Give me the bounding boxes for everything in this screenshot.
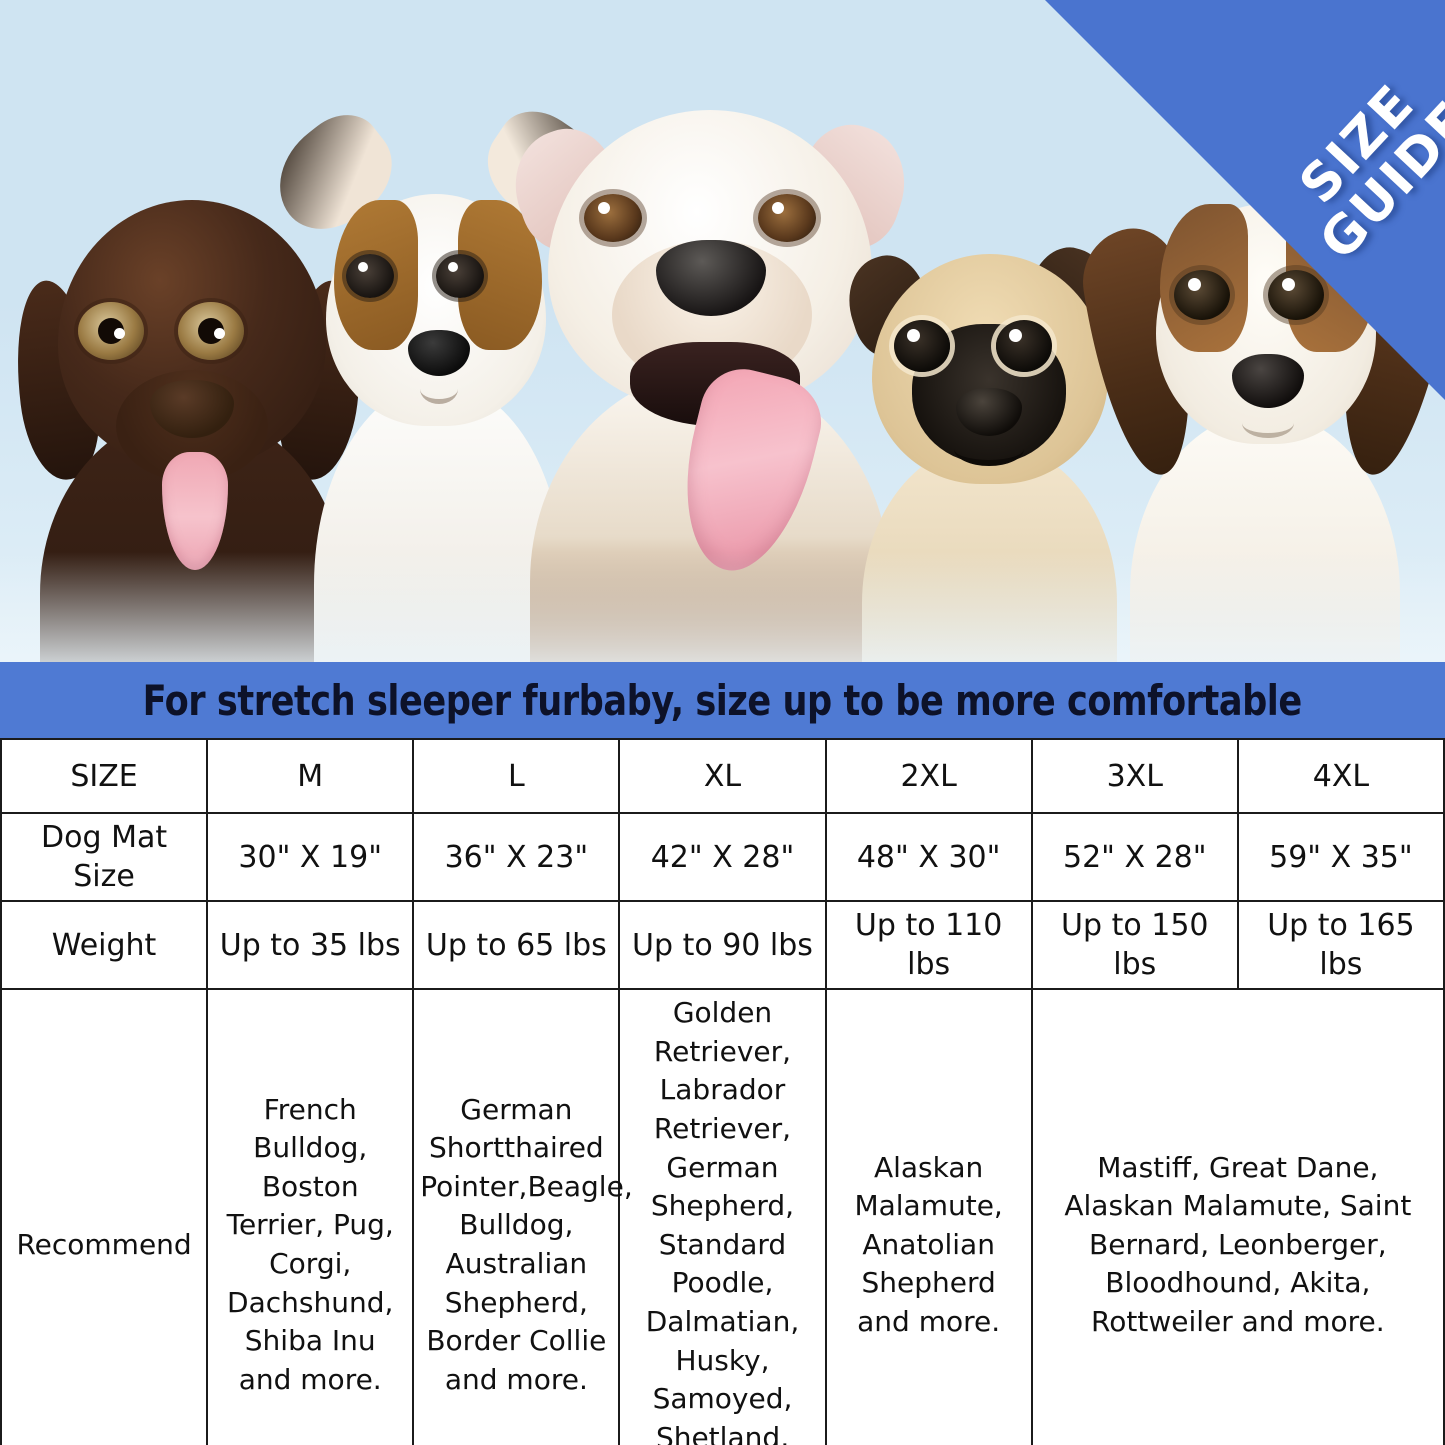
recommend-cell-2xl: Alaskan Malamute, Anatolian Shepherd and… (824, 987, 1033, 1445)
eye-left (78, 302, 144, 360)
weight-cell-xl: Up to 90 lbs (618, 900, 827, 990)
size-cell-l: L (412, 738, 621, 814)
size-cell-3xl: 3XL (1030, 738, 1239, 814)
size-cell-xl: XL (618, 738, 827, 814)
nose (150, 380, 234, 438)
table-row-size: SIZE M L XL 2XL 3XL 4XL (0, 738, 1445, 814)
mouth (954, 432, 1024, 466)
eye-right (996, 320, 1052, 372)
mat-size-cell-3xl: 52" X 28" (1030, 812, 1239, 902)
mouth (1242, 408, 1294, 438)
eye-right (178, 302, 244, 360)
headline-banner: For stretch sleeper furbaby, size up to … (0, 662, 1445, 738)
size-cell-2xl: 2XL (824, 738, 1033, 814)
weight-cell-m: Up to 35 lbs (206, 900, 415, 990)
eye-left (584, 194, 642, 242)
row-label-mat-size: Dog Mat Size (0, 812, 209, 902)
eye-left (346, 254, 394, 298)
weight-cell-2xl: Up to 110 lbs (824, 900, 1033, 990)
dog-chocolate-labrador (6, 152, 372, 672)
table-row-weight: Weight Up to 35 lbs Up to 65 lbs Up to 9… (0, 900, 1445, 990)
table-row-recommend: Recommend French Bulldog, Boston Terrier… (0, 987, 1445, 1445)
hero-dog-photo (0, 0, 1445, 672)
mat-size-cell-xl: 42" X 28" (618, 812, 827, 902)
row-label-recommend: Recommend (0, 987, 209, 1445)
table-row-mat-size: Dog Mat Size 30" X 19" 36" X 23" 42" X 2… (0, 812, 1445, 902)
nose (408, 330, 470, 376)
recommend-cell-3xl-4xl: Mastiff, Great Dane, Alaskan Malamute, S… (1030, 987, 1445, 1445)
headline-text: For stretch sleeper furbaby, size up to … (142, 675, 1303, 725)
weight-cell-4xl: Up to 165 lbs (1236, 900, 1445, 990)
mat-size-cell-l: 36" X 23" (412, 812, 621, 902)
row-label-weight: Weight (0, 900, 209, 990)
eye-right (758, 194, 816, 242)
row-label-size: SIZE (0, 738, 209, 814)
recommend-cell-m: French Bulldog, Boston Terrier, Pug, Cor… (206, 987, 415, 1445)
eye-left (1174, 270, 1230, 320)
size-table: SIZE M L XL 2XL 3XL 4XL Dog Mat Size 30"… (0, 738, 1445, 1445)
eye-right (1268, 270, 1324, 320)
size-chart: SIZE M L XL 2XL 3XL 4XL Dog Mat Size 30"… (0, 738, 1445, 1445)
mat-size-cell-m: 30" X 19" (206, 812, 415, 902)
recommend-cell-l: German Shortthaired Pointer,Beagle, Bull… (412, 987, 633, 1445)
size-cell-4xl: 4XL (1236, 738, 1445, 814)
mouth (420, 374, 458, 404)
mat-size-cell-4xl: 59" X 35" (1236, 812, 1445, 902)
mat-size-cell-2xl: 48" X 30" (824, 812, 1033, 902)
photo-floor-gradient (0, 552, 1445, 672)
recommend-cell-xl: Golden Retriever, Labrador Retriever, Ge… (618, 987, 827, 1445)
nose (956, 388, 1022, 436)
eye-right (436, 254, 484, 298)
weight-cell-3xl: Up to 150 lbs (1030, 900, 1239, 990)
eye-left (894, 320, 950, 372)
nose (656, 240, 766, 316)
weight-cell-l: Up to 65 lbs (412, 900, 621, 990)
size-cell-m: M (206, 738, 415, 814)
